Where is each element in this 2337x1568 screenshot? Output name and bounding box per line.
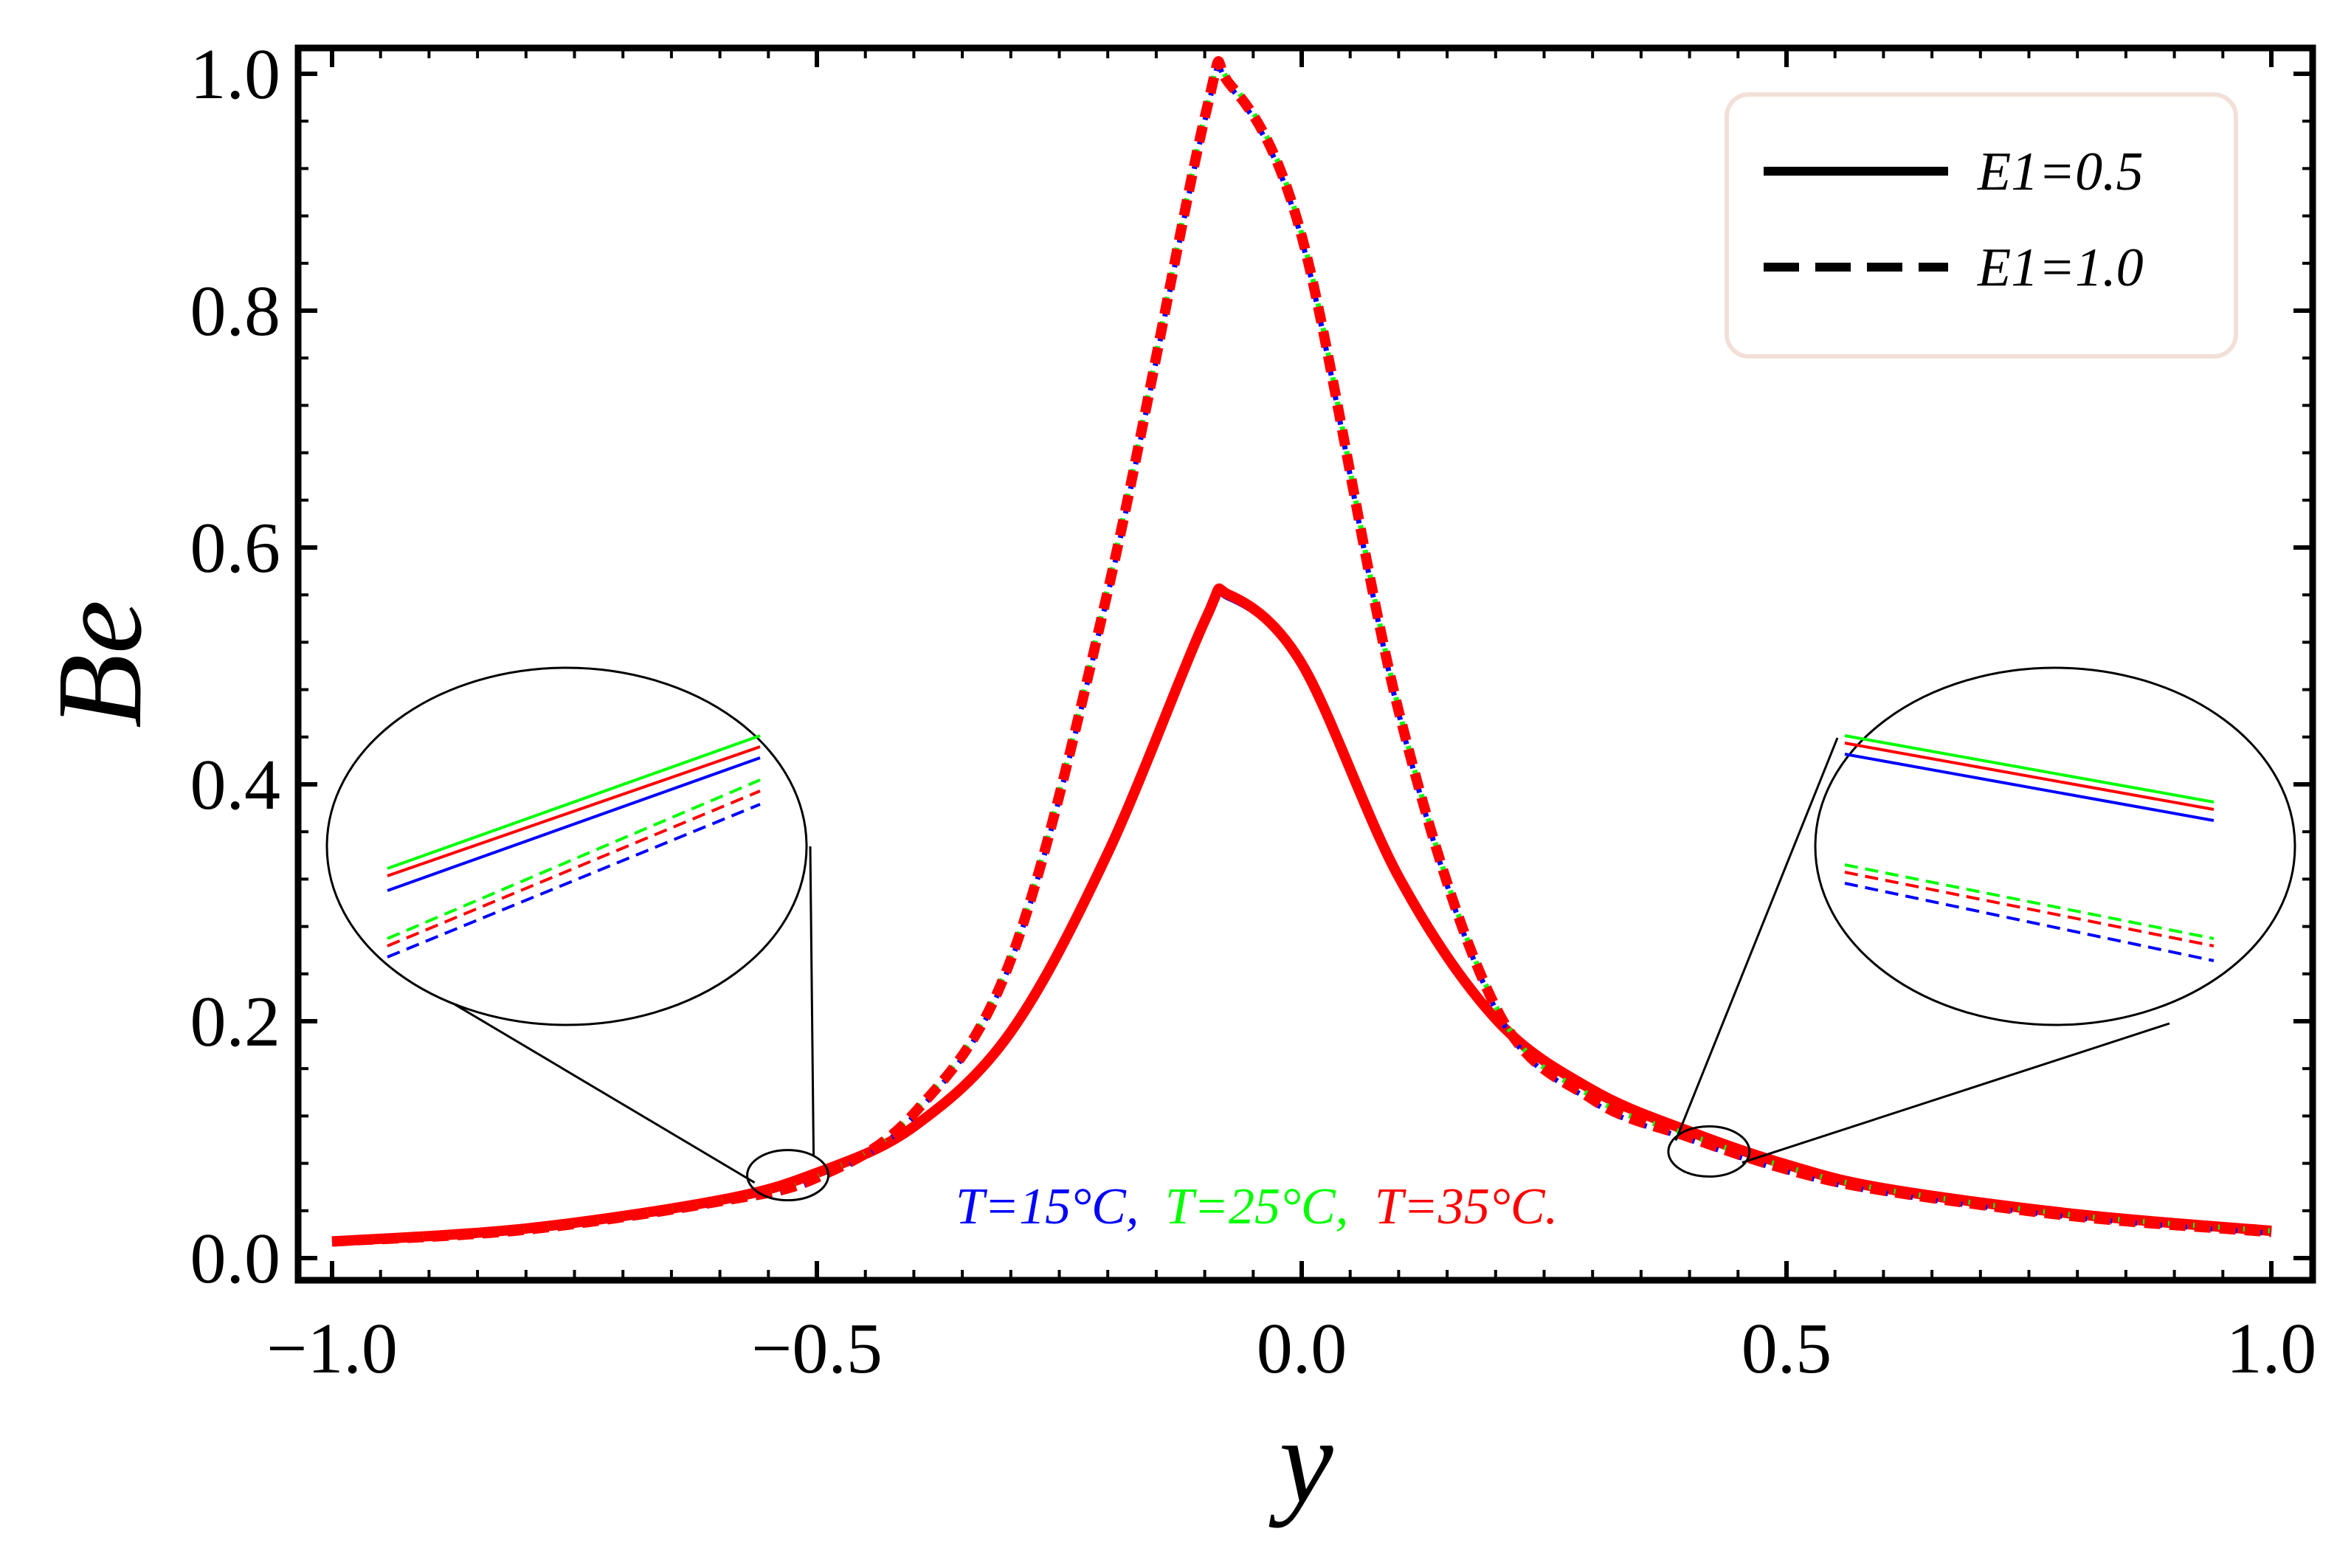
connector-line	[1674, 737, 1839, 1142]
x-tick-label: −0.5	[751, 1309, 883, 1389]
inset-dashed-line	[1844, 863, 2215, 940]
inset-solid-line	[1844, 742, 2215, 811]
inset-solid-line	[387, 745, 761, 877]
series-line-6	[331, 56, 2272, 1247]
x-tick-label: 0.0	[1257, 1309, 1347, 1389]
connector-line	[1741, 1022, 2170, 1164]
zoom-inset-right	[1814, 666, 2296, 1026]
x-tick-label: 1.0	[2226, 1309, 2317, 1389]
inset-dashed-line	[1844, 882, 2215, 962]
legend-box	[1725, 92, 2238, 359]
zoom-callouts	[387, 737, 2170, 1202]
inset-solid-line	[387, 734, 761, 870]
zoom-insets	[325, 666, 2296, 1026]
inset-dashed-line	[387, 778, 761, 940]
annotation-t25: T=25°C,	[1165, 1178, 1348, 1235]
annotation-t15: T=15°C,	[956, 1178, 1139, 1235]
y-tick-label: 1.0	[190, 35, 281, 114]
inset-dashed-line	[387, 790, 761, 947]
y-tick-label: 0.4	[190, 745, 281, 825]
plot-frame	[294, 44, 2316, 1284]
inset-solid-line	[1844, 753, 2215, 822]
connector-line	[809, 846, 815, 1157]
curves	[331, 56, 2272, 1247]
x-tick-label: −1.0	[266, 1309, 398, 1389]
y-tick-label: 0.0	[190, 1219, 281, 1299]
axis-ticks	[298, 48, 2313, 1280]
inset-dashed-line	[387, 803, 761, 959]
zoom-marker-right	[1667, 1125, 1751, 1178]
legend: E1=0.5 E1=1.0	[1725, 92, 2238, 359]
x-tick-label: 0.5	[1741, 1309, 1832, 1389]
legend-label-2: E1=1.0	[1977, 238, 2144, 298]
zoom-marker-left	[746, 1149, 830, 1202]
temperature-annotation: T=15°C, T=25°C, T=35°C.	[956, 1178, 1558, 1235]
legend-label-1: E1=0.5	[1977, 142, 2144, 202]
y-tick-label: 0.2	[190, 982, 281, 1062]
inset-solid-line	[387, 756, 761, 892]
zoom-inset-left	[325, 666, 808, 1026]
y-axis-title: Be	[32, 600, 167, 728]
inset-dashed-line	[1844, 871, 2215, 947]
y-tick-label: 0.6	[190, 508, 281, 588]
annotation-t35: T=35°C.	[1375, 1178, 1558, 1235]
y-tick-label: 0.8	[190, 272, 281, 351]
axis-tick-labels: −1.0 −0.5 0.0 0.5 1.0 0.0 0.2 0.4 0.6 0.8 1.0	[190, 35, 2317, 1389]
inset-solid-line	[1844, 734, 2215, 804]
x-axis-title: y	[1268, 1393, 1333, 1528]
